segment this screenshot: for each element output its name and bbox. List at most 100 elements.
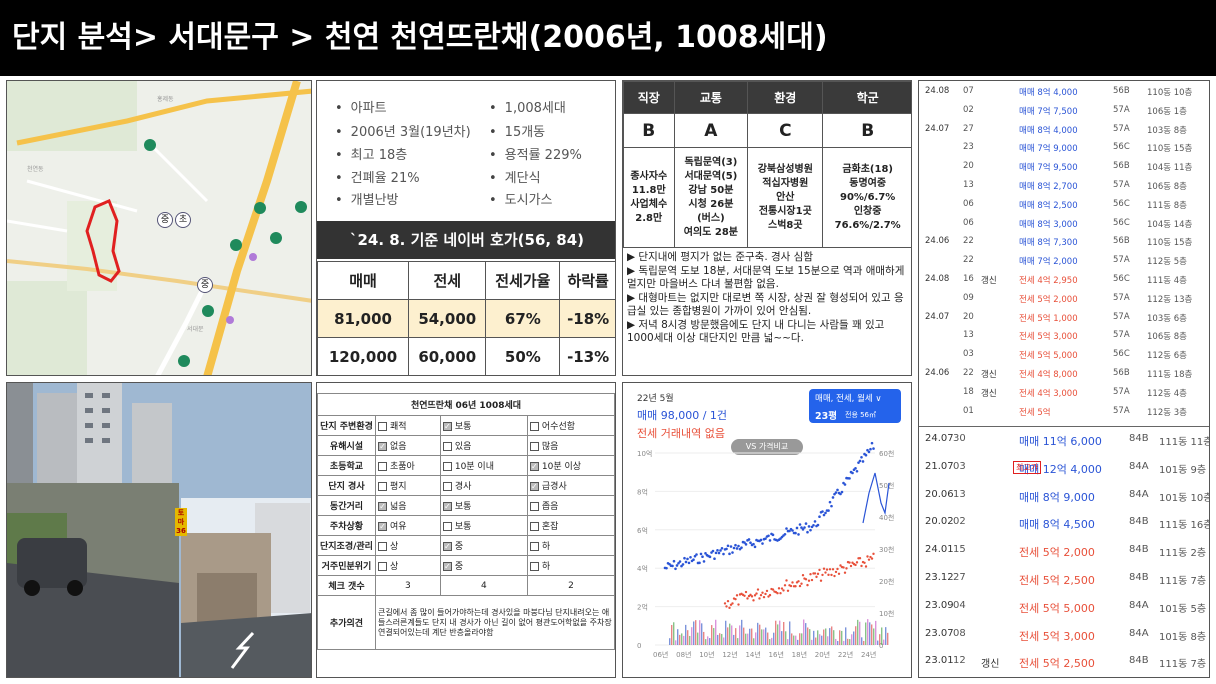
checklist-option[interactable]: ✓ 10분 이상 bbox=[526, 455, 615, 476]
info-stair-type: 계단식 bbox=[489, 167, 541, 186]
trade-price: 매매 8억 3,000 bbox=[1019, 219, 1078, 230]
checklist-option[interactable]: ✓ 중 bbox=[439, 555, 528, 576]
sale-point bbox=[785, 527, 788, 530]
checklist-option[interactable]: ✓ 없음 bbox=[374, 435, 441, 456]
trade-area: 84B bbox=[1129, 516, 1149, 528]
checkbox-icon[interactable]: ✓ bbox=[442, 422, 452, 431]
checkbox-icon[interactable] bbox=[377, 482, 387, 491]
extra-label: 추가의견 bbox=[317, 595, 376, 650]
trade-area: 56B bbox=[1113, 161, 1130, 172]
checkbox-icon[interactable] bbox=[377, 422, 387, 431]
jeonse-point bbox=[777, 587, 781, 590]
checklist-option[interactable]: 하 bbox=[526, 535, 615, 556]
checkbox-icon[interactable]: ✓ bbox=[377, 502, 387, 511]
checklist-option[interactable]: 어수선함 bbox=[526, 415, 615, 436]
checkbox-icon[interactable] bbox=[529, 522, 539, 531]
sale-point bbox=[870, 441, 874, 445]
checkbox-icon[interactable]: ✓ bbox=[529, 482, 539, 491]
trade-row: 23 매매 7억 9,000 56C 110동 15층 bbox=[919, 139, 1209, 158]
sale-point bbox=[753, 545, 757, 549]
info-households: 1,008세대 bbox=[489, 97, 566, 116]
checklist-option[interactable]: 혼잡 bbox=[526, 515, 615, 536]
count-2: 4 bbox=[439, 575, 528, 596]
elementary-school-badge[interactable]: 초 bbox=[175, 212, 191, 228]
checkbox-icon[interactable] bbox=[529, 502, 539, 511]
checklist-option[interactable]: 상 bbox=[374, 555, 441, 576]
checklist-option[interactable]: 10분 이내 bbox=[439, 455, 528, 476]
sale-point bbox=[713, 557, 716, 561]
checkbox-icon[interactable]: ✓ bbox=[442, 542, 452, 551]
volume-bar bbox=[747, 633, 749, 645]
checkbox-icon[interactable] bbox=[442, 522, 452, 531]
y-right-tick: 30천 bbox=[879, 545, 894, 554]
checklist-option[interactable]: ✓ 여유 bbox=[374, 515, 441, 536]
checkbox-icon[interactable] bbox=[377, 542, 387, 551]
checkbox-icon[interactable]: ✓ bbox=[442, 502, 452, 511]
sale-point bbox=[717, 551, 721, 555]
checkbox-icon[interactable] bbox=[529, 422, 539, 431]
chart-date: 22년 5월 bbox=[637, 394, 674, 404]
checkbox-icon[interactable] bbox=[377, 462, 387, 471]
middle-school-badge[interactable]: 중 bbox=[157, 212, 173, 228]
checkbox-icon[interactable] bbox=[529, 442, 539, 451]
volume-bar bbox=[857, 619, 859, 645]
checklist-option[interactable]: ✓ 보통 bbox=[439, 415, 528, 436]
trade-price: 매매 11억 6,000 bbox=[1019, 435, 1102, 448]
checkbox-icon[interactable] bbox=[529, 562, 539, 571]
checklist-option[interactable]: 보통 bbox=[439, 515, 528, 536]
trade-month: 24.01 bbox=[925, 544, 954, 556]
checkbox-icon[interactable]: ✓ bbox=[377, 522, 387, 531]
checklist-row-label: 단지 주변환경 bbox=[317, 415, 376, 436]
checkbox-icon[interactable] bbox=[529, 542, 539, 551]
checklist-option[interactable]: ✓ 넓음 bbox=[374, 495, 441, 516]
checkbox-icon[interactable] bbox=[377, 562, 387, 571]
jeonse-point bbox=[764, 592, 767, 596]
checkbox-icon[interactable] bbox=[442, 442, 452, 451]
location-map[interactable]: 홍제동 천연동 서대문 중 초 중 bbox=[6, 80, 312, 376]
sale-point bbox=[830, 504, 833, 508]
checklist-option-label: 혼잡 bbox=[541, 522, 559, 532]
checkbox-icon[interactable] bbox=[442, 462, 452, 471]
checklist-option-label: 있음 bbox=[454, 442, 472, 452]
filter-button[interactable]: 매매, 전세, 월세 ∨ 23평 전용 56㎡ bbox=[809, 389, 901, 423]
checklist-option[interactable]: 있음 bbox=[439, 435, 528, 456]
jeonse-point bbox=[791, 581, 794, 584]
checkbox-icon[interactable]: ✓ bbox=[529, 462, 539, 471]
checklist-option[interactable]: ✓ 보통 bbox=[439, 495, 528, 516]
volume-bar bbox=[799, 633, 801, 645]
grade-transit: A bbox=[673, 113, 749, 148]
trade-day: 04 bbox=[953, 599, 966, 611]
checklist-option[interactable]: 쾌적 bbox=[374, 415, 441, 436]
checklist-option[interactable]: ✓ 중 bbox=[439, 535, 528, 556]
jeonse-point bbox=[845, 567, 848, 570]
checklist-option[interactable]: ✓ 급경사 bbox=[526, 475, 615, 496]
checklist-option[interactable]: 경사 bbox=[439, 475, 528, 496]
checklist-option[interactable]: 많음 bbox=[526, 435, 615, 456]
info-buildings: 15개동 bbox=[489, 121, 545, 140]
checklist-option[interactable]: 평지 bbox=[374, 475, 441, 496]
checklist-option[interactable]: 하 bbox=[526, 555, 615, 576]
jeonse-point bbox=[752, 599, 755, 602]
cell: 81,000 bbox=[317, 299, 410, 338]
checklist-option[interactable]: 좁음 bbox=[526, 495, 615, 516]
checkbox-icon[interactable] bbox=[442, 482, 452, 491]
trade-month: 24.06 bbox=[925, 368, 950, 378]
y-right-tick: 0 bbox=[879, 642, 883, 650]
checkbox-icon[interactable]: ✓ bbox=[377, 442, 387, 451]
trade-day: 03 bbox=[963, 349, 974, 360]
trade-area: 84B bbox=[1129, 572, 1149, 583]
compare-button[interactable]: VS 가격비교 bbox=[731, 439, 803, 455]
checklist-option[interactable]: 초품아 bbox=[374, 455, 441, 476]
sale-point bbox=[858, 459, 862, 463]
trade-month: 23.09 bbox=[925, 599, 954, 611]
trade-row: 23.09 04 전세 5억 5,000 84A 101동 5층 bbox=[919, 598, 1209, 617]
trade-unit: 106동 8층 bbox=[1147, 182, 1187, 192]
checklist-option-label: 없음 bbox=[389, 442, 407, 452]
checkbox-icon[interactable]: ✓ bbox=[442, 562, 452, 571]
jeonse-point bbox=[735, 594, 739, 597]
checklist-option[interactable]: 상 bbox=[374, 535, 441, 556]
trade-day: 30 bbox=[953, 433, 966, 444]
trade-price: 전세 5억 3,000 bbox=[1019, 629, 1095, 643]
middle-school-badge-2[interactable]: 중 bbox=[197, 277, 213, 293]
volume-bar bbox=[845, 627, 847, 645]
